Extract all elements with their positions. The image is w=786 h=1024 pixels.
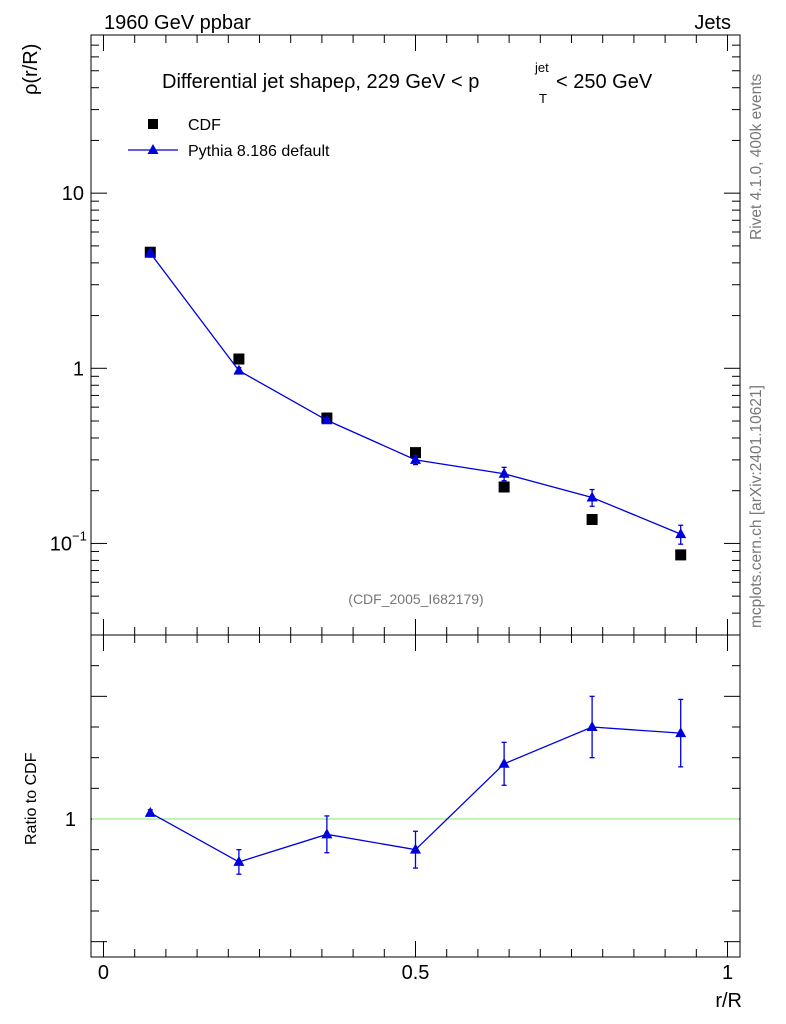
pythia-point [144,247,156,258]
pythia-point [675,528,687,539]
ratio-pythia-point [144,806,156,817]
ratio-panel-ticks: 0 0.5 1 1 [65,635,740,984]
cdf-data-point [675,549,687,561]
title-main-text: Differential jet shapeρ, 229 GeV < p [162,71,479,93]
pythia-line [149,252,681,535]
title-superscript: jet [534,60,549,75]
ratio-pythia-point [586,721,598,731]
cdf-data-point [410,447,421,459]
main-chart-title: Differential jet shapeρ, 229 GeV < p [162,71,479,93]
legend-cdf-marker [148,119,158,129]
main-y-tick-label: 10 [50,533,72,555]
ratio-pythia-point [498,757,510,768]
pythia-point [233,364,245,375]
ratio-pythia-point [410,843,421,854]
ratio-pythia-point [675,727,687,738]
cdf-data-point [233,353,245,365]
analysis-id-watermark: (CDF_2005_I682179) [348,591,483,607]
x-tick-label: 0 [98,962,109,984]
title-tail-text: < 250 GeV [556,71,653,93]
legend-pythia-marker [147,144,159,154]
pythia-point [498,467,510,478]
pythia-point [321,414,333,425]
rivet-version-label: Rivet 4.1.0, 400k events [748,73,765,240]
ratio-y-axis-label: Ratio to CDF [23,752,40,845]
pythia-point [586,491,598,502]
main-y-axis-label: ρ(r/R) [20,44,42,95]
legend-cdf-label: CDF [188,117,221,134]
ratio-y-tick-label: 1 [65,809,76,831]
main-panel-series [144,246,687,561]
main-y-tick-label: 10 [62,183,84,205]
header-right-label: Jets [694,12,731,34]
header-left-label: 1960 GeV ppbar [104,12,251,34]
x-axis-label: r/R [715,990,742,1012]
pythia-point [410,453,421,464]
main-y-tick-label-exponent: −1 [72,528,87,543]
mcplots-label: mcplots.cern.ch [arXiv:2401.10621] [748,385,765,628]
cdf-data-point [586,513,598,525]
ratio-panel-series [144,695,687,875]
legend-pythia-label: Pythia 8.186 default [188,143,330,160]
ratio-panel-frame [90,634,741,958]
main-y-tick-label: 1 [73,358,84,380]
ratio-pythia-point [233,855,245,866]
ratio-pythia-point [321,828,333,839]
cdf-data-point [498,481,510,493]
x-tick-label: 0.5 [402,962,430,984]
legend: CDF Pythia 8.186 default [128,117,330,160]
x-tick-label: 1 [722,962,733,984]
title-subscript: T [539,91,547,106]
